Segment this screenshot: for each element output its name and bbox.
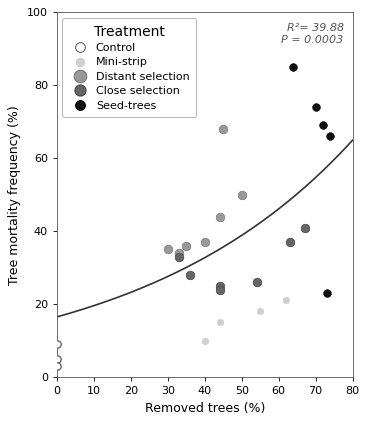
Point [287,239,293,245]
Point [54,363,60,370]
Point [254,279,259,286]
Y-axis label: Tree mortality frequency (%): Tree mortality frequency (%) [8,105,21,285]
Point [324,290,330,297]
Point [202,337,208,344]
Point [217,213,223,220]
Point [257,308,263,315]
Point [165,246,171,253]
Point [239,191,245,198]
Point [187,272,193,278]
Point [183,242,189,249]
Point [54,355,60,362]
Point [328,133,333,140]
Point [302,224,308,231]
Point [220,126,226,132]
Point [54,341,60,348]
Point [313,104,319,110]
Text: R²= 39.88
P = 0.0003: R²= 39.88 P = 0.0003 [282,23,344,45]
Point [176,250,182,256]
X-axis label: Removed trees (%): Removed trees (%) [145,402,265,415]
Legend: Control, Mini-strip, Distant selection, Close selection, Seed-trees: Control, Mini-strip, Distant selection, … [63,18,196,118]
Point [290,64,296,71]
Point [217,283,223,289]
Point [217,286,223,293]
Point [217,319,223,326]
Point [202,239,208,245]
Point [320,122,326,129]
Point [283,297,289,304]
Point [324,290,330,297]
Point [176,253,182,260]
